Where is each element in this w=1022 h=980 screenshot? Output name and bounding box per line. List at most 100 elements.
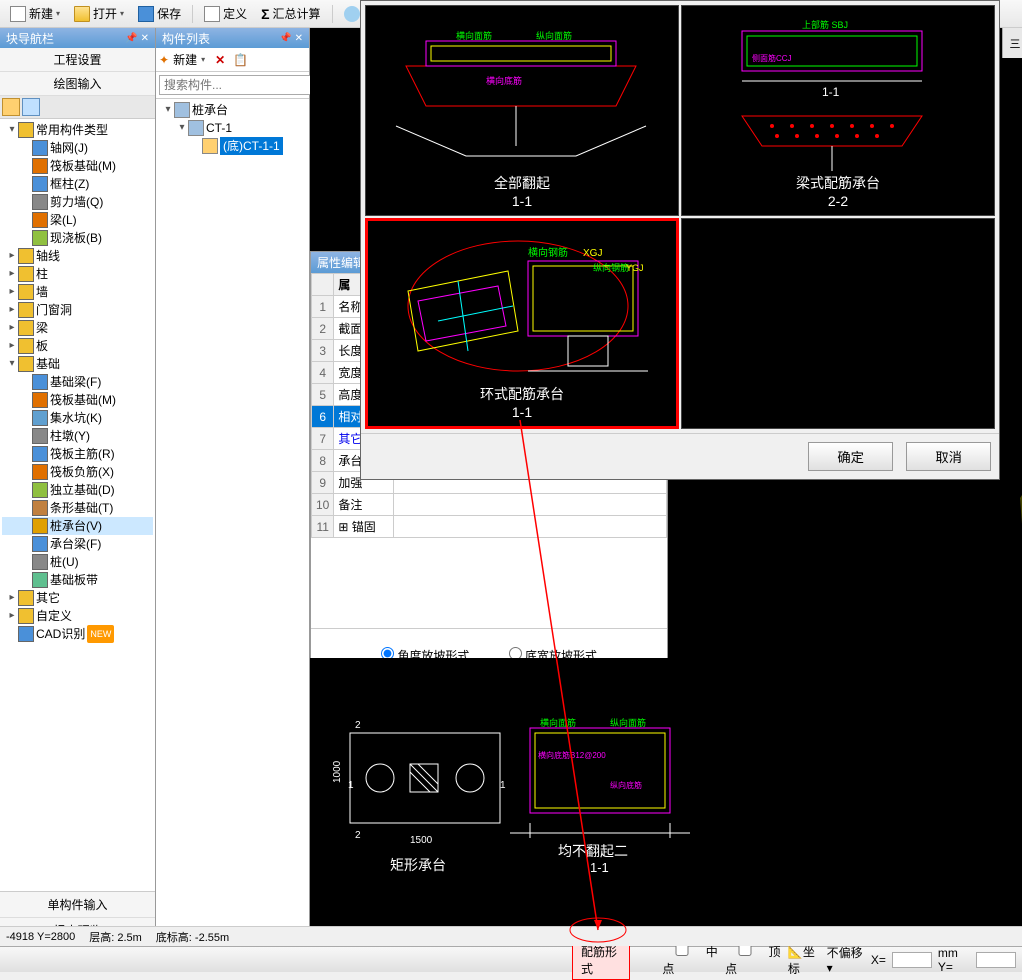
tree-item[interactable]: ▸梁 (2, 319, 153, 337)
svg-text:纵向面筋: 纵向面筋 (610, 717, 646, 728)
tool-icon[interactable] (2, 98, 20, 116)
component-item[interactable]: ▾CT-1 (158, 119, 307, 137)
svg-text:YGJ: YGJ (626, 263, 644, 273)
pin-icon[interactable]: 📌 ✕ (125, 33, 149, 44)
tree-item[interactable]: 筏板主筋(R) (2, 445, 153, 463)
tree-item[interactable]: 承台梁(F) (2, 535, 153, 553)
diagram-option[interactable]: 上部筋 SBJ侧面筋CCJ1-1梁式配筋承台2-2 (681, 5, 995, 216)
tree-item[interactable]: 桩承台(V) (2, 517, 153, 535)
left-tree: ▾常用构件类型轴网(J)筏板基础(M)框柱(Z)剪力墙(Q)梁(L)现浇板(B)… (0, 119, 155, 891)
svg-text:纵向钢筋: 纵向钢筋 (593, 262, 629, 273)
svg-text:1-1: 1-1 (822, 85, 840, 99)
single-input-button[interactable]: 单构件输入 (0, 892, 155, 918)
x-input[interactable] (892, 952, 932, 968)
status-bar: -4918 Y=2800 层高: 2.5m 底标高: -2.55m (0, 926, 1022, 946)
open-button[interactable]: 打开▾ (68, 3, 130, 24)
tree-item[interactable]: ▾常用构件类型 (2, 121, 153, 139)
component-item[interactable]: ▾桩承台 (158, 101, 307, 119)
right-tabs[interactable]: 三 拉 两点 承台 (1002, 28, 1022, 58)
delete-icon[interactable]: ✕ (215, 53, 225, 67)
tree-item[interactable]: ▸门窗洞 (2, 301, 153, 319)
tree-item[interactable]: ▸板 (2, 337, 153, 355)
pin-icon[interactable]: 📌 ✕ (279, 33, 303, 44)
svg-text:2: 2 (355, 830, 361, 841)
sigma-button[interactable]: Σ汇总计算 (255, 3, 326, 24)
svg-text:XGJ: XGJ (583, 248, 602, 259)
mid-panel-header: 构件列表 📌 ✕ (156, 28, 309, 48)
section-project[interactable]: 工程设置 (0, 48, 155, 72)
mid-tree: ▾桩承台▾CT-1(底)CT-1-1 (156, 99, 309, 944)
star-icon: ✦ (159, 53, 169, 67)
property-row[interactable]: 11⊞ 锚固 (312, 516, 667, 538)
svg-text:1: 1 (500, 780, 506, 791)
svg-text:均不翻起二: 均不翻起二 (558, 843, 628, 859)
coord-button[interactable]: 📐坐标 (788, 943, 821, 977)
tree-item[interactable]: 集水坑(K) (2, 409, 153, 427)
y-input[interactable] (976, 952, 1016, 968)
svg-text:1500: 1500 (410, 835, 433, 846)
new-button[interactable]: 新建▾ (4, 3, 66, 24)
tree-item[interactable]: CAD识别NEW (2, 625, 153, 643)
rebar-type-dialog: 横向面筋纵向面筋横向底筋全部翻起1-1上部筋 SBJ侧面筋CCJ1-1梁式配筋承… (360, 0, 1000, 480)
tree-item[interactable]: 框柱(Z) (2, 175, 153, 193)
tree-item[interactable]: 条形基础(T) (2, 499, 153, 517)
tree-item[interactable]: 基础梁(F) (2, 373, 153, 391)
svg-text:横向钢筋: 横向钢筋 (528, 246, 568, 259)
floor-height: 层高: 2.5m (89, 929, 142, 945)
svg-text:纵向面筋: 纵向面筋 (536, 30, 572, 41)
component-item[interactable]: (底)CT-1-1 (158, 137, 307, 155)
offset-dropdown[interactable]: 不偏移 ▾ (827, 944, 865, 975)
coord-readout: -4918 Y=2800 (6, 931, 75, 943)
left-panel: 块导航栏 📌 ✕ 工程设置 绘图输入 ▾常用构件类型轴网(J)筏板基础(M)框柱… (0, 28, 156, 944)
tree-item[interactable]: 基础板带 (2, 571, 153, 589)
svg-text:上部筋 SBJ: 上部筋 SBJ (802, 19, 848, 30)
ok-button[interactable]: 确定 (808, 442, 893, 471)
diagram-option[interactable]: 横向钢筋XGJ纵向钢筋YGJ环式配筋承台1-1 (365, 218, 679, 429)
tree-item[interactable]: ▸自定义 (2, 607, 153, 625)
tree-item[interactable]: 轴网(J) (2, 139, 153, 157)
define-button[interactable]: 定义 (198, 3, 253, 24)
tree-item[interactable]: 柱墩(Y) (2, 427, 153, 445)
svg-text:侧面筋CCJ: 侧面筋CCJ (752, 53, 792, 63)
tree-item[interactable]: ▸轴线 (2, 247, 153, 265)
svg-text:横向底筋: 横向底筋 (486, 75, 522, 86)
mid-new-button[interactable]: 新建 (173, 51, 197, 68)
cancel-button[interactable]: 取消 (906, 442, 991, 471)
svg-text:横向面筋: 横向面筋 (456, 30, 492, 41)
tree-item[interactable]: 筏板基础(M) (2, 157, 153, 175)
lower-diagrams: 1000 1500 21 21 矩形承台 横向面筋 纵向面筋 横向底筋B12@2… (310, 658, 1022, 953)
left-panel-header: 块导航栏 📌 ✕ (0, 28, 155, 48)
tree-item[interactable]: ▾基础 (2, 355, 153, 373)
tree-item[interactable]: 现浇板(B) (2, 229, 153, 247)
tree-item[interactable]: 筏板基础(M) (2, 391, 153, 409)
tree-item[interactable]: 剪力墙(Q) (2, 193, 153, 211)
tree-item[interactable]: ▸柱 (2, 265, 153, 283)
tree-item[interactable]: 筏板负筋(X) (2, 463, 153, 481)
tree-item[interactable]: 桩(U) (2, 553, 153, 571)
section-draw[interactable]: 绘图输入 (0, 72, 155, 96)
left-tools (0, 96, 155, 119)
svg-text:1: 1 (348, 780, 354, 791)
copy-icon[interactable]: 📋 (233, 53, 248, 67)
save-button[interactable]: 保存 (132, 3, 187, 24)
svg-text:纵向底筋: 纵向底筋 (610, 780, 642, 790)
property-row[interactable]: 10备注 (312, 494, 667, 516)
diagram-option[interactable] (681, 218, 995, 429)
bottom-elev: 底标高: -2.55m (156, 929, 229, 945)
rect-cap-label: 矩形承台 (390, 857, 446, 873)
midpoint-toggle[interactable]: 中点 (662, 943, 719, 977)
svg-text:1000: 1000 (332, 760, 343, 783)
tree-item[interactable]: 梁(L) (2, 211, 153, 229)
svg-text:横向底筋B12@200: 横向底筋B12@200 (538, 750, 606, 760)
tree-item[interactable]: ▸其它 (2, 589, 153, 607)
mid-panel: 构件列表 📌 ✕ ✦ 新建 ▾ ✕ 📋 🔍 ▾桩承台▾CT-1(底)CT-1-1 (156, 28, 310, 944)
diagram-option[interactable]: 横向面筋纵向面筋横向底筋全部翻起1-1 (365, 5, 679, 216)
svg-text:1-1: 1-1 (590, 860, 609, 875)
search-input[interactable] (159, 75, 324, 95)
tree-item[interactable]: 独立基础(D) (2, 481, 153, 499)
tree-item[interactable]: ▸墙 (2, 283, 153, 301)
tool-icon[interactable] (22, 98, 40, 116)
svg-text:横向面筋: 横向面筋 (540, 717, 576, 728)
bottom-toolbar: 配筋形式 中点 顶点 📐坐标 不偏移 ▾ X= mm Y= (0, 946, 1022, 972)
vertex-toggle[interactable]: 顶点 (725, 943, 782, 977)
